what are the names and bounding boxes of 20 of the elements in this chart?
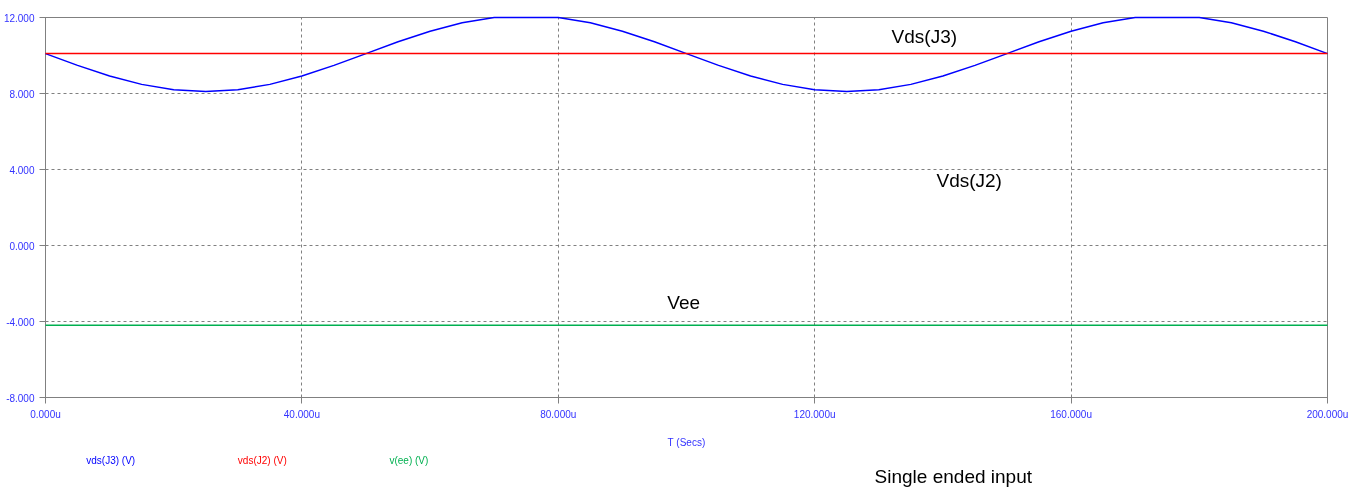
x-tick-label: 120.000u (793, 408, 836, 420)
x-axis-title: T (Secs) (667, 436, 706, 448)
text: v(ee) (V) (389, 455, 429, 466)
y-tick-label: 12.000 (3, 12, 35, 24)
text: Single ended input (874, 466, 1033, 487)
x-tick-label: 160.000u (1050, 408, 1092, 420)
x-tick-label: 200.000u (1306, 408, 1349, 420)
annotation: Vee (667, 292, 701, 313)
y-tick-label: 0.000 (9, 240, 35, 252)
text: vds(J2) (V) (237, 455, 287, 466)
x-tick-label: 80.000u (540, 408, 577, 420)
annotation: Vds(J2) (936, 170, 1002, 192)
y-tick-label: 8.000 (9, 88, 35, 100)
y-tick-label: -4.000 (6, 316, 35, 328)
y-tick-label: -8.000 (6, 392, 35, 404)
y-tick-label: 4.000 (9, 164, 35, 176)
x-tick-label: 40.000u (283, 408, 320, 420)
annotation: Vds(J3) (891, 26, 958, 47)
text: vds(J3) (V) (86, 455, 136, 466)
x-tick-label: 0.000u (30, 408, 61, 420)
